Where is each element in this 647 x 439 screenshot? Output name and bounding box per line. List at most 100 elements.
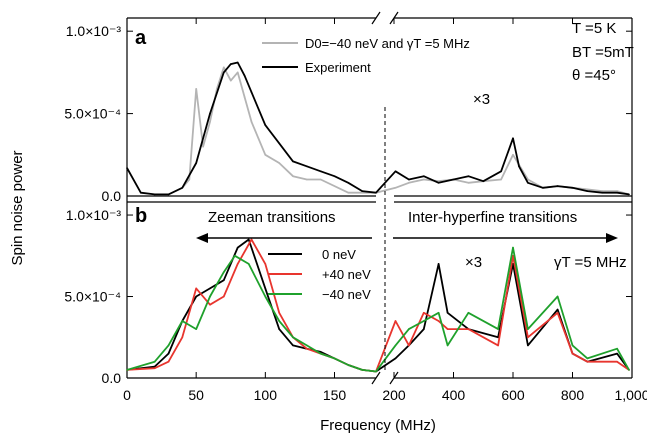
x-tick-label: 50 xyxy=(188,387,204,403)
data-point xyxy=(257,137,260,140)
data-point xyxy=(306,165,308,168)
param-temperature: T =5 K xyxy=(572,20,616,37)
data-point xyxy=(223,271,225,273)
data-point xyxy=(223,295,225,298)
data-point xyxy=(394,187,397,189)
gamma-label: γT =5 MHz xyxy=(554,254,627,271)
data-point xyxy=(467,182,470,184)
data-point xyxy=(512,255,514,257)
data-point xyxy=(423,320,425,322)
data-point xyxy=(247,263,250,265)
panel-a-letter: a xyxy=(135,27,147,49)
data-point xyxy=(347,364,350,366)
data-point xyxy=(264,287,267,290)
data-point xyxy=(195,88,197,90)
data-point xyxy=(437,182,440,184)
data-point xyxy=(153,193,156,196)
data-point xyxy=(209,112,211,115)
data-point xyxy=(195,162,197,164)
data-point xyxy=(292,160,294,163)
data-point xyxy=(195,328,197,330)
data-point xyxy=(437,320,440,322)
data-point xyxy=(375,191,377,194)
data-point xyxy=(264,124,267,126)
data-point xyxy=(601,191,604,194)
data-point xyxy=(292,344,294,347)
data-point xyxy=(467,328,470,330)
data-point xyxy=(616,191,618,194)
axis-break-mark xyxy=(371,371,381,385)
panel-b-letter: b xyxy=(135,205,147,227)
data-point xyxy=(250,91,253,93)
data-point xyxy=(542,187,544,189)
legend-b-zero-label: 0 neV xyxy=(322,247,356,262)
data-point xyxy=(223,71,225,74)
data-point xyxy=(628,193,630,196)
data-point xyxy=(209,287,211,290)
data-point xyxy=(500,178,502,181)
data-point xyxy=(230,63,232,65)
data-point xyxy=(278,162,281,164)
data-point xyxy=(500,170,502,173)
data-point xyxy=(153,365,156,368)
data-point xyxy=(375,370,377,373)
y-tick-label: 0.0 xyxy=(102,370,122,386)
data-point xyxy=(234,255,236,257)
param-field: BT =5mT xyxy=(572,44,634,61)
legend-b-minus-label: −40 neV xyxy=(322,287,371,302)
data-point xyxy=(586,357,589,360)
data-point xyxy=(361,369,364,371)
series-line-a xyxy=(126,61,630,196)
data-point xyxy=(153,360,156,363)
data-point xyxy=(408,178,410,181)
data-point xyxy=(209,303,211,306)
data-point xyxy=(250,121,253,123)
data-point xyxy=(292,336,294,339)
data-point xyxy=(126,167,128,169)
data-point xyxy=(556,312,559,314)
axes-frames xyxy=(126,11,633,385)
data-point xyxy=(394,320,397,322)
data-point xyxy=(527,344,529,347)
data-point xyxy=(616,360,618,363)
data-point xyxy=(250,238,253,241)
data-point xyxy=(195,287,197,290)
data-point xyxy=(586,188,589,191)
data-point xyxy=(306,344,308,347)
data-point xyxy=(236,61,239,64)
data-point xyxy=(223,279,225,282)
data-point xyxy=(181,187,184,189)
data-point xyxy=(527,328,529,330)
data-point xyxy=(278,142,281,145)
data-point xyxy=(601,190,604,192)
data-point xyxy=(167,193,170,196)
data-point xyxy=(278,320,281,322)
panel-a-multiplier: ×3 xyxy=(473,91,490,108)
data-point xyxy=(556,185,559,187)
data-point xyxy=(616,352,618,355)
data-point xyxy=(319,170,322,173)
y-tick-label: 1.0×10⁻³ xyxy=(66,23,122,39)
data-point xyxy=(243,74,246,77)
data-point xyxy=(181,320,184,322)
series-layer xyxy=(126,61,630,373)
data-point xyxy=(278,328,281,330)
data-point xyxy=(202,145,204,148)
data-point xyxy=(209,121,211,123)
x-tick-label: 1,000 xyxy=(614,387,647,403)
data-point xyxy=(319,352,322,355)
data-point xyxy=(167,352,170,355)
x-tick-label: 0 xyxy=(123,387,131,403)
legend-a-sim-label: D0=−40 neV and γT =5 MHz xyxy=(305,36,470,51)
data-point xyxy=(126,369,128,371)
data-point xyxy=(333,175,336,177)
data-point xyxy=(230,79,232,82)
data-point xyxy=(437,180,440,182)
data-point xyxy=(223,66,225,69)
data-point xyxy=(333,357,336,360)
data-point xyxy=(264,263,267,265)
data-point xyxy=(306,178,308,181)
data-point xyxy=(394,170,397,173)
axis-break-mark xyxy=(371,11,381,25)
data-point xyxy=(497,328,499,330)
